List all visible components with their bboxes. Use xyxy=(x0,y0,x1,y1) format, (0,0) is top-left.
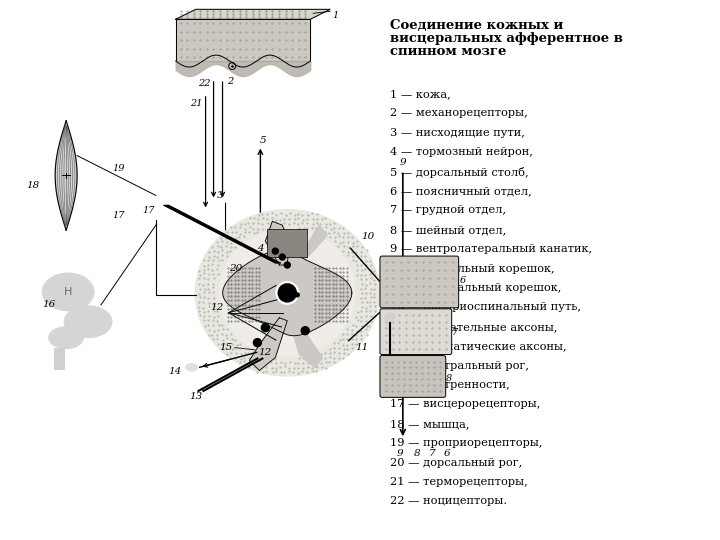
Text: 19 — проприорецепторы,: 19 — проприорецепторы, xyxy=(390,438,542,448)
Text: 17: 17 xyxy=(113,211,125,220)
Text: 1: 1 xyxy=(332,11,338,21)
Circle shape xyxy=(279,254,285,260)
Text: 7: 7 xyxy=(428,449,435,458)
Ellipse shape xyxy=(220,230,355,356)
Polygon shape xyxy=(266,221,289,265)
Circle shape xyxy=(284,262,290,268)
Text: 18: 18 xyxy=(26,181,40,190)
Circle shape xyxy=(272,248,279,254)
Circle shape xyxy=(385,313,395,323)
Ellipse shape xyxy=(49,327,84,349)
Text: 22 — ноцицепторы.: 22 — ноцицепторы. xyxy=(390,496,507,507)
Text: 20 — дорсальный рог,: 20 — дорсальный рог, xyxy=(390,457,522,468)
Text: 18 — мышца,: 18 — мышца, xyxy=(390,418,469,429)
Text: 10: 10 xyxy=(361,232,374,241)
FancyBboxPatch shape xyxy=(380,309,451,355)
Text: 6: 6 xyxy=(459,276,466,286)
Text: 5 — дорсальный столб,: 5 — дорсальный столб, xyxy=(390,166,528,178)
Text: H: H xyxy=(64,287,72,297)
Text: 12: 12 xyxy=(210,303,223,312)
Text: спинном мозге: спинном мозге xyxy=(390,45,506,58)
Text: 17 — висцерорецепторы,: 17 — висцерорецепторы, xyxy=(390,400,540,409)
Text: 3: 3 xyxy=(217,191,224,200)
Text: 1 — кожа,: 1 — кожа, xyxy=(390,89,451,99)
Polygon shape xyxy=(176,19,310,61)
Text: 6 — поясничный отдел,: 6 — поясничный отдел, xyxy=(390,186,531,196)
Text: 2 — механорецепторы,: 2 — механорецепторы, xyxy=(390,109,528,118)
Circle shape xyxy=(290,288,294,292)
Text: 9: 9 xyxy=(397,449,403,458)
Text: 19: 19 xyxy=(113,164,125,173)
Text: 5: 5 xyxy=(260,136,266,145)
Text: 8 — шейный отдел,: 8 — шейный отдел, xyxy=(390,225,506,235)
Text: 15 — вентральный рог,: 15 — вентральный рог, xyxy=(390,361,529,370)
Polygon shape xyxy=(222,250,352,336)
Text: 10 — дорсальный корешок,: 10 — дорсальный корешок, xyxy=(390,264,554,274)
FancyBboxPatch shape xyxy=(380,355,446,397)
Text: 16: 16 xyxy=(42,300,56,309)
Circle shape xyxy=(295,293,300,297)
Text: 16 — внутренности,: 16 — внутренности, xyxy=(390,380,510,390)
Ellipse shape xyxy=(195,210,379,376)
Bar xyxy=(267,229,307,257)
Text: 17: 17 xyxy=(143,206,155,215)
Text: 4 — тормозный нейрон,: 4 — тормозный нейрон, xyxy=(390,147,533,157)
Text: 15: 15 xyxy=(220,343,233,352)
Text: 11: 11 xyxy=(355,343,369,352)
Text: 20: 20 xyxy=(229,264,242,273)
Circle shape xyxy=(279,284,296,302)
Ellipse shape xyxy=(186,363,197,372)
Polygon shape xyxy=(289,318,322,368)
Polygon shape xyxy=(176,9,330,19)
Text: 9 — вентролатеральный канатик,: 9 — вентролатеральный канатик, xyxy=(390,244,592,254)
Text: 4: 4 xyxy=(257,244,264,253)
FancyBboxPatch shape xyxy=(380,256,459,308)
Polygon shape xyxy=(249,318,287,370)
Text: 2: 2 xyxy=(228,77,233,86)
Text: 21: 21 xyxy=(190,99,203,109)
Text: висцеральных афферентное в: висцеральных афферентное в xyxy=(390,32,623,45)
Bar xyxy=(54,348,64,369)
Text: 6: 6 xyxy=(444,449,450,458)
Text: 14 — симпатические аксоны,: 14 — симпатические аксоны, xyxy=(390,341,567,351)
Circle shape xyxy=(301,327,309,335)
Polygon shape xyxy=(55,121,77,230)
Text: 12: 12 xyxy=(258,348,272,357)
Text: 7: 7 xyxy=(451,328,458,337)
Text: 22: 22 xyxy=(198,79,211,89)
Ellipse shape xyxy=(42,273,94,311)
Ellipse shape xyxy=(64,306,112,338)
Circle shape xyxy=(261,323,269,332)
Polygon shape xyxy=(295,225,327,265)
Text: 7 — грудной отдел,: 7 — грудной отдел, xyxy=(390,205,506,215)
Text: 12 — проприоспинальный путь,: 12 — проприоспинальный путь, xyxy=(390,302,581,312)
Text: 8: 8 xyxy=(413,449,420,458)
Text: 13 — двигательные аксоны,: 13 — двигательные аксоны, xyxy=(390,322,557,332)
Text: 21 — терморецепторы,: 21 — терморецепторы, xyxy=(390,477,528,487)
Text: 11 — вентральный корешок,: 11 — вентральный корешок, xyxy=(390,283,562,293)
Circle shape xyxy=(253,339,261,347)
Text: 14: 14 xyxy=(168,367,181,376)
Text: 8: 8 xyxy=(446,374,452,383)
Text: 9: 9 xyxy=(400,158,406,167)
Text: 3 — нисходящие пути,: 3 — нисходящие пути, xyxy=(390,128,525,138)
Text: 13: 13 xyxy=(189,392,202,401)
Text: Соединение кожных и: Соединение кожных и xyxy=(390,19,563,32)
